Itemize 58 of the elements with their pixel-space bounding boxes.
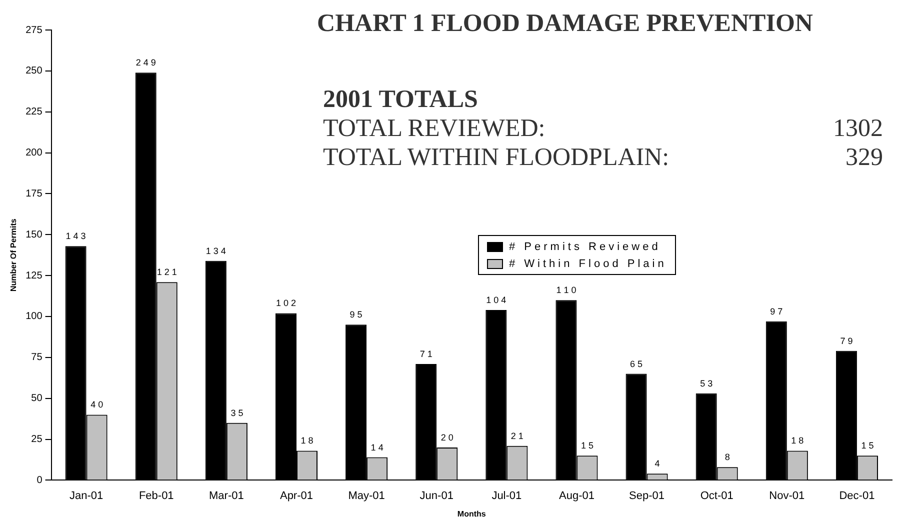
data-label: 1 5 [861, 440, 874, 451]
data-label: 7 1 [420, 348, 432, 359]
y-tick-label: 150 [26, 229, 43, 240]
data-label: 6 5 [630, 358, 643, 369]
data-label: 1 1 0 [556, 285, 576, 296]
data-label: 1 4 [370, 442, 384, 452]
data-label: 9 5 [350, 310, 362, 320]
y-tick-label: 100 [26, 311, 43, 322]
y-tick-label: 275 [26, 24, 43, 36]
data-label: 2 1 [510, 430, 524, 441]
x-tick-label: Oct-01 [700, 490, 734, 502]
x-tick-label: Dec-01 [839, 490, 875, 502]
data-label: 7 9 [840, 336, 853, 346]
y-tick-label: 200 [26, 148, 43, 159]
x-tick-label: Mar-01 [209, 490, 244, 502]
y-tick-label: 0 [36, 474, 43, 486]
annotation: 329 [846, 143, 883, 172]
data-label: 1 2 1 [156, 267, 177, 278]
data-label: 3 5 [230, 408, 244, 418]
data-label: 1 0 4 [486, 294, 506, 305]
y-tick-label: 50 [31, 393, 43, 404]
data-label: 5 3 [700, 378, 713, 388]
y-tick-label: 175 [26, 188, 43, 200]
y-tick-label: 250 [26, 66, 43, 77]
annotation: 2001 TOTALS [323, 85, 479, 114]
data-label: 1 8 [300, 436, 314, 446]
data-label: 4 0 [90, 400, 104, 410]
legend-label: # Permits Reviewed [509, 240, 661, 252]
annotation: 1302 [833, 114, 883, 143]
x-tick-label: Jun-01 [420, 490, 454, 502]
x-tick-label: Feb-01 [138, 490, 174, 502]
y-tick-label: 125 [26, 270, 43, 282]
x-tick-label: Apr-01 [280, 490, 314, 502]
x-tick-label: Jan-01 [69, 490, 104, 502]
data-label: 2 0 [440, 432, 454, 442]
y-tick-label: 25 [31, 434, 43, 446]
data-label: 1 8 [791, 436, 804, 446]
data-label: 9 7 [770, 306, 783, 316]
annotation: TOTAL REVIEWED: [323, 114, 546, 143]
x-tick-label: Aug-01 [558, 490, 594, 502]
x-axis-title: Months [457, 509, 486, 518]
x-tick-label: Jul-01 [492, 490, 522, 502]
data-label: 1 0 2 [276, 298, 296, 308]
data-label: 1 3 4 [206, 246, 226, 256]
x-tick-label: Sep-01 [629, 490, 665, 502]
data-label: 4 [654, 458, 660, 469]
data-label: 1 4 3 [66, 231, 86, 242]
data-label: 2 4 9 [136, 58, 156, 68]
x-tick-label: May-01 [348, 490, 385, 502]
y-tick-label: 75 [31, 352, 43, 364]
x-tick-label: Nov-01 [769, 490, 805, 502]
data-label: 1 5 [580, 440, 594, 451]
y-axis-title: Number Of Permits [9, 218, 18, 292]
chart-title: CHART 1 FLOOD DAMAGE PREVENTION [316, 10, 814, 38]
data-label: 8 [724, 452, 730, 462]
y-tick-label: 225 [26, 106, 43, 118]
legend-label: # Within Flood Plain [509, 258, 667, 270]
annotation: TOTAL WITHIN FLOODPLAIN: [323, 143, 670, 172]
